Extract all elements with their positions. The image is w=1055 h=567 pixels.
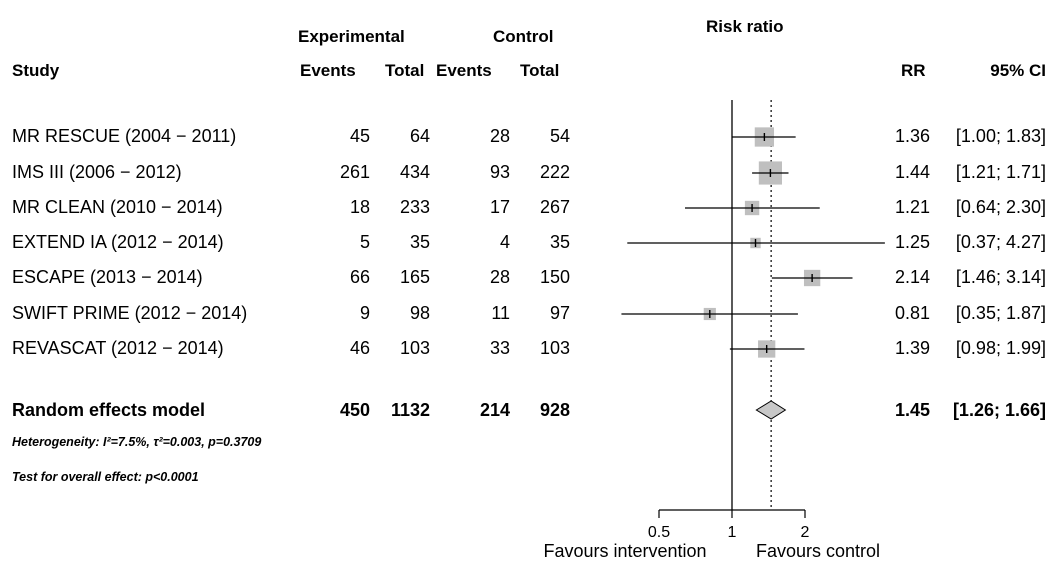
study-name: MR CLEAN (2010 − 2014) (12, 197, 223, 217)
rr-value: 2.14 (894, 267, 930, 287)
control-header: Control (493, 27, 554, 46)
ci-value: [0.64; 2.30] (955, 197, 1046, 217)
ci-value: [0.37; 4.27] (955, 232, 1046, 252)
x-tick-label: 0.5 (648, 524, 670, 541)
exp-events: 9 (359, 303, 370, 323)
favours-intervention-label: Favours intervention (543, 541, 707, 561)
study-name: IMS III (2006 − 2012) (12, 162, 182, 182)
exp-total: 98 (409, 303, 430, 323)
ci-value: [1.46; 3.14] (955, 267, 1046, 287)
ctl-total: 150 (539, 267, 570, 287)
overall-effect-note: Test for overall effect: p<0.0001 (12, 470, 199, 484)
study-name: ESCAPE (2013 − 2014) (12, 267, 203, 287)
ctl-events: 17 (489, 197, 510, 217)
study-header: Study (12, 61, 60, 80)
ctl-events: 11 (491, 303, 510, 323)
risk-ratio-header: Risk ratio (706, 17, 784, 36)
exp-total: 64 (409, 126, 430, 146)
ctl-events: 93 (489, 162, 510, 182)
rr-value: 1.36 (894, 126, 930, 146)
rr-value: 0.81 (894, 303, 930, 323)
ctl-total: 267 (539, 197, 570, 217)
experimental-header: Experimental (298, 27, 405, 46)
ctl-total-header: Total (520, 61, 560, 80)
ci-header: 95% CI (990, 61, 1046, 80)
exp-events: 66 (349, 267, 370, 287)
rr-header: RR (901, 61, 926, 80)
ci-value: [0.98; 1.99] (955, 338, 1046, 358)
ctl-events: 28 (489, 267, 510, 287)
exp-events-header: Events (300, 61, 356, 80)
exp-total: 434 (399, 162, 430, 182)
study-name: SWIFT PRIME (2012 − 2014) (12, 303, 248, 323)
rr-value: 1.25 (894, 232, 930, 252)
summary-rr: 1.45 (894, 400, 930, 420)
exp-events: 46 (349, 338, 370, 358)
exp-events: 5 (359, 232, 370, 252)
heterogeneity-note: Heterogeneity: I²=7.5%, τ²=0.003, p=0.37… (12, 435, 262, 449)
ctl-total: 54 (549, 126, 570, 146)
exp-total: 103 (399, 338, 430, 358)
rr-value: 1.44 (894, 162, 930, 182)
ctl-events: 33 (489, 338, 510, 358)
rr-value: 1.21 (894, 197, 930, 217)
exp-events: 45 (349, 126, 370, 146)
rr-value: 1.39 (894, 338, 930, 358)
study-name: EXTEND IA (2012 − 2014) (12, 232, 224, 252)
summary-exp-total: 1132 (390, 400, 430, 420)
study-name: REVASCAT (2012 − 2014) (12, 338, 224, 358)
ctl-events: 4 (499, 232, 510, 252)
summary-ctl-events: 214 (479, 400, 510, 420)
x-tick-label: 1 (728, 524, 737, 541)
favours-control-label: Favours control (755, 541, 881, 561)
ctl-total: 97 (549, 303, 570, 323)
exp-total: 35 (409, 232, 430, 252)
exp-events: 261 (339, 162, 370, 182)
summary-label: Random effects model (12, 400, 206, 420)
summary-ctl-total: 928 (539, 400, 570, 420)
ci-value: [1.21; 1.71] (955, 162, 1046, 182)
summary-ci: [1.26; 1.66] (952, 400, 1046, 420)
ctl-events-header: Events (436, 61, 492, 80)
ctl-total: 35 (549, 232, 570, 252)
exp-events: 18 (349, 197, 370, 217)
ctl-total: 222 (539, 162, 570, 182)
exp-total: 165 (399, 267, 430, 287)
summary-exp-events: 450 (339, 400, 370, 420)
ctl-events: 28 (489, 126, 510, 146)
ci-value: [0.35; 1.87] (955, 303, 1046, 323)
ci-value: [1.00; 1.83] (955, 126, 1046, 146)
study-name: MR RESCUE (2004 − 2011) (12, 126, 237, 146)
exp-total: 233 (399, 197, 430, 217)
x-tick-label: 2 (801, 524, 810, 541)
ctl-total: 103 (539, 338, 570, 358)
exp-total-header: Total (385, 61, 425, 80)
summary-diamond (755, 400, 787, 420)
